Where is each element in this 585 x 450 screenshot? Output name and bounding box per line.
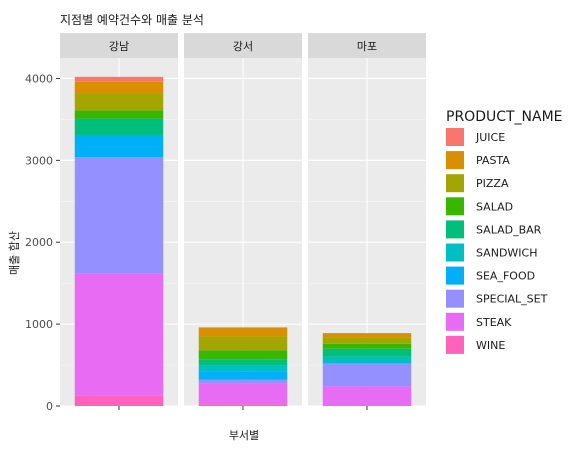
legend-key-wine xyxy=(446,335,464,354)
facet-panel-0: 강남 xyxy=(60,33,178,407)
legend-label: JUICE xyxy=(475,131,505,144)
facet-strip-label: 강서 xyxy=(233,40,253,53)
bar-segment-sea_food xyxy=(74,134,164,158)
facet-strip xyxy=(184,33,302,58)
bar-segment-sandwich xyxy=(322,356,412,364)
legend-label: WINE xyxy=(476,339,505,352)
legend-label: SANDWICH xyxy=(476,247,537,260)
bar-segment-steak xyxy=(322,386,412,406)
facet-panel-1: 강서 xyxy=(184,33,302,407)
bar-segment-special_set xyxy=(198,379,288,384)
bar-segment-special_set xyxy=(322,363,412,387)
facet-panel-2: 마포 xyxy=(308,33,426,407)
bar-segment-salad_bar xyxy=(322,348,412,357)
bar-segment-pasta xyxy=(198,327,288,337)
legend-key-pasta xyxy=(446,151,464,170)
bar-segment-salad xyxy=(322,343,412,349)
y-tick-label: 0 xyxy=(46,400,53,413)
bar-segment-salad_bar xyxy=(198,359,288,366)
legend-key-pizza xyxy=(446,174,464,193)
y-tick-label: 4000 xyxy=(25,72,53,85)
bar-segment-wine xyxy=(198,404,288,406)
legend-key-sea_food xyxy=(446,266,464,285)
legend-label: SEA_FOOD xyxy=(476,270,535,283)
bar-segment-steak xyxy=(74,273,164,396)
legend-key-sandwich xyxy=(446,243,464,262)
y-tick-label: 2000 xyxy=(25,236,53,249)
bar-segment-salad xyxy=(198,350,288,360)
bar-segment-juice xyxy=(74,76,164,82)
bar-segment-pasta xyxy=(74,81,164,95)
bar-segment-sandwich xyxy=(198,365,288,372)
bar-segment-salad xyxy=(74,110,164,119)
y-tick-label: 1000 xyxy=(25,318,53,331)
bar-segment-pasta xyxy=(322,333,412,338)
facet-strip xyxy=(60,33,178,58)
x-axis-title: 부서별 xyxy=(229,429,259,442)
legend-key-steak xyxy=(446,312,464,331)
y-tick-label: 3000 xyxy=(25,154,53,167)
legend-label: PIZZA xyxy=(476,177,509,190)
y-axis: 0 1000 2000 3000 4000 xyxy=(25,72,60,413)
bar-segment-special_set xyxy=(74,157,164,274)
facet-strip-label: 마포 xyxy=(357,40,377,53)
legend-key-juice xyxy=(446,128,464,146)
bar-segment-salad_bar xyxy=(74,118,164,135)
chart-title: 지점별 예약건수와 매출 분석 xyxy=(60,12,204,27)
legend-key-special_set xyxy=(446,289,464,308)
legend-label: SALAD xyxy=(476,200,513,213)
legend-key-salad xyxy=(446,197,464,216)
legend-label: SPECIAL_SET xyxy=(476,293,548,306)
legend-label: SALAD_BAR xyxy=(476,223,542,236)
legend-title: PRODUCT_NAME xyxy=(446,109,563,125)
legend-key-salad_bar xyxy=(446,220,464,239)
bar-segment-pizza xyxy=(198,336,288,351)
bar-segment-wine xyxy=(74,395,164,406)
bar-segment-sea_food xyxy=(198,371,288,380)
bar-segment-steak xyxy=(198,383,288,405)
bar-segment-pizza xyxy=(74,94,164,111)
legend: PRODUCT_NAME JUICE PASTA PIZZA SALAD SALAD_B… xyxy=(446,109,563,354)
bar-segment-pizza xyxy=(322,337,412,344)
facet-strip xyxy=(308,33,426,58)
legend-label: PASTA xyxy=(476,154,510,167)
facet-strip-label: 강남 xyxy=(109,40,129,53)
facet-panels: 강남 강서 마포 xyxy=(60,33,426,410)
legend-label: STEAK xyxy=(476,316,512,329)
y-axis-title: 매출 합산 xyxy=(8,231,21,275)
